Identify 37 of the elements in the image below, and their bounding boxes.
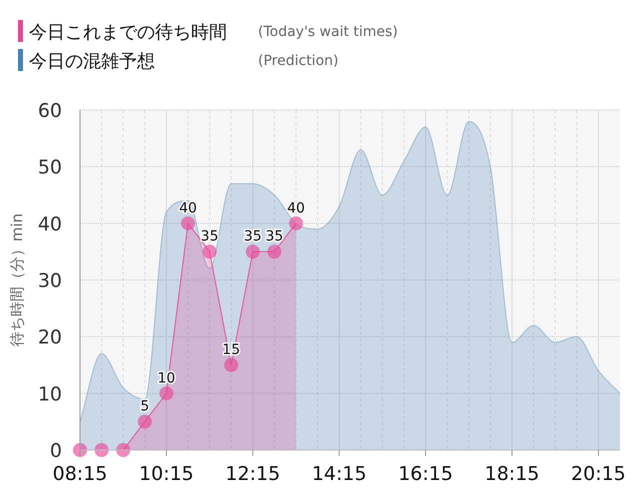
- point: [289, 216, 303, 230]
- text: (Today's wait times): [258, 24, 398, 40]
- x-tick-label: 08:15: [52, 463, 108, 485]
- x-tick-label: 12:15: [225, 463, 280, 485]
- y-tick-label: 40: [38, 213, 62, 236]
- y-tick-label: 10: [38, 383, 62, 406]
- y-tick-label: 20: [38, 326, 62, 349]
- y-tick-label: 30: [38, 270, 62, 292]
- point: [224, 358, 238, 372]
- y-tick-label: 0: [50, 440, 62, 462]
- point: [138, 414, 152, 429]
- y-tick-label: 60: [38, 100, 62, 122]
- x-tick-label: 16:15: [398, 463, 453, 485]
- x-tick-label: 14:15: [312, 463, 367, 485]
- text: (Prediction): [258, 53, 338, 69]
- data-label: 35: [244, 228, 262, 245]
- data-label: 15: [222, 342, 240, 358]
- point: [159, 386, 174, 400]
- data-label: 40: [287, 200, 305, 216]
- point: [181, 216, 195, 230]
- y-tick-label: 50: [38, 156, 62, 179]
- point: [94, 443, 109, 457]
- x-tick-label: 18:15: [484, 463, 540, 485]
- x-tick-label: 10:15: [139, 463, 194, 485]
- point: [267, 244, 282, 259]
- data-label: 5: [140, 398, 150, 415]
- data-label: 35: [200, 228, 219, 245]
- point: [202, 244, 217, 259]
- x-tick-label: 20:15: [571, 463, 626, 485]
- point: [116, 443, 130, 457]
- y-axis-title: 待ち時間（分）min: [8, 213, 26, 347]
- data-label: 40: [179, 200, 197, 216]
- legend-label: 今日の混雑予想: [29, 51, 155, 72]
- data-label: 35: [265, 228, 284, 245]
- point: [73, 443, 87, 457]
- legend-label: 今日これまでの待ち時間: [29, 22, 227, 43]
- point: [246, 244, 260, 259]
